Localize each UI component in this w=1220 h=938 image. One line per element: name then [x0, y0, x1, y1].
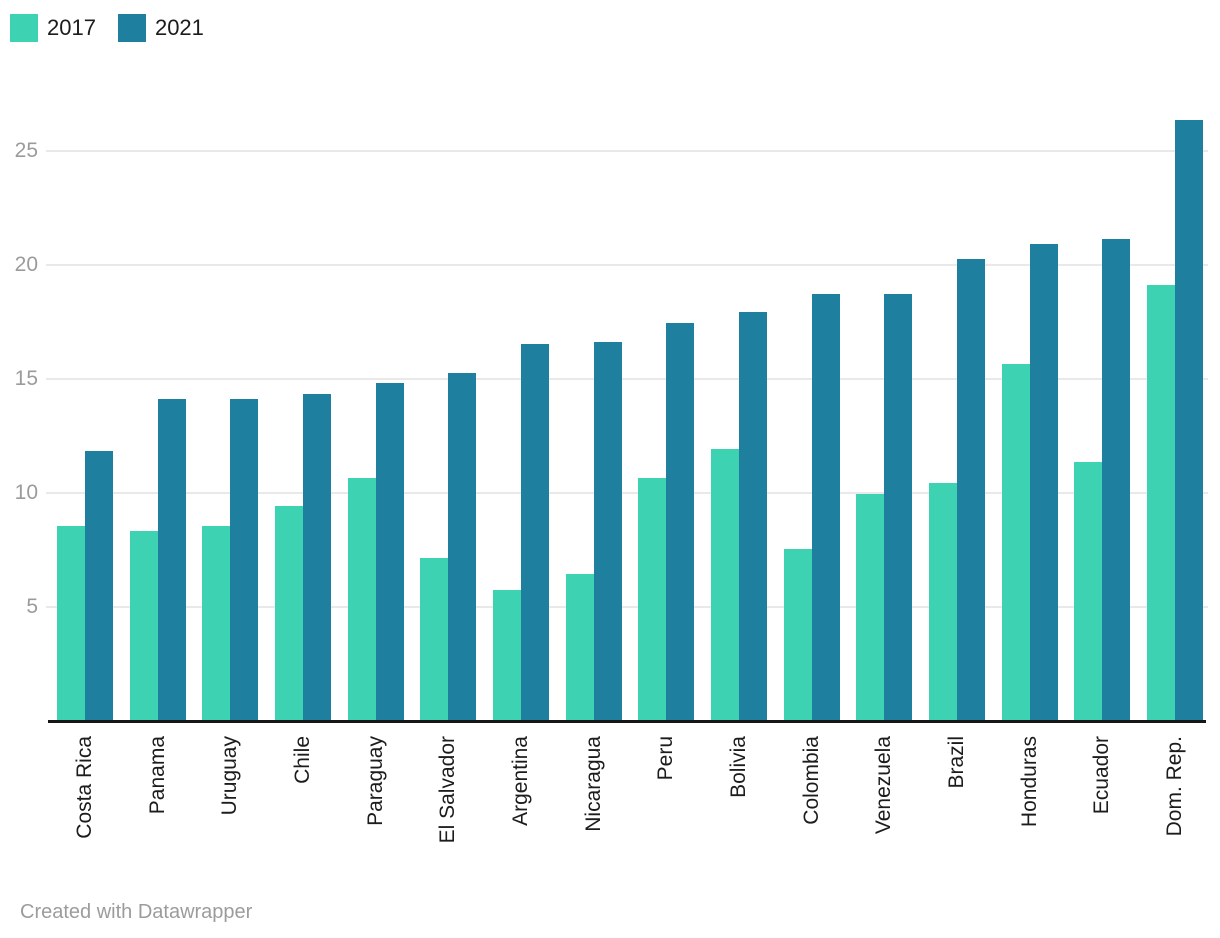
- x-label-text: Panama: [145, 736, 169, 815]
- gridline-15: [46, 378, 1208, 380]
- x-label-chile: Chile: [289, 736, 317, 784]
- x-label-nicaragua: Nicaragua: [580, 736, 608, 832]
- bar-2021-el-salvador: [448, 373, 477, 720]
- bar-2017-ecuador: [1074, 462, 1103, 720]
- bar-2017-paraguay: [347, 478, 376, 720]
- x-label-argentina: Argentina: [507, 736, 535, 826]
- y-tick-label-5: 5: [26, 595, 38, 618]
- bar-2017-brazil: [928, 482, 957, 720]
- bar-2017-argentina: [492, 590, 521, 720]
- x-label-text: Costa Rica: [73, 736, 96, 839]
- x-label-text: Argentina: [508, 736, 532, 826]
- x-label-text: Peru: [654, 736, 678, 781]
- bar-2017-bolivia: [710, 448, 739, 720]
- bar-2021-nicaragua: [593, 341, 622, 720]
- x-label-text: Colombia: [799, 736, 823, 825]
- x-label-costa-rica: Costa Rica: [71, 736, 99, 839]
- x-label-paraguay: Paraguay: [362, 736, 390, 826]
- x-label-uruguay: Uruguay: [216, 736, 244, 815]
- legend-swatch-2017: [10, 14, 38, 42]
- x-label-text: Venezuela: [872, 736, 896, 835]
- x-label-panama: Panama: [144, 736, 172, 814]
- legend: 2017 2021: [10, 13, 226, 43]
- x-label-text: Honduras: [1017, 736, 1041, 828]
- bar-2021-dom-rep: [1174, 120, 1203, 720]
- x-label-el-salvador: El Salvador: [434, 736, 462, 843]
- x-label-text: Ecuador: [1090, 736, 1114, 815]
- y-tick-label-10: 10: [14, 481, 38, 504]
- legend-swatch-2021: [117, 14, 146, 42]
- bar-2017-peru: [638, 478, 667, 720]
- legend-item-2021: 2021: [117, 14, 204, 42]
- bar-2021-paraguay: [375, 382, 404, 720]
- footer-credit: Created with Datawrapper: [20, 901, 253, 923]
- x-label-text: El Salvador: [436, 736, 460, 844]
- bar-2021-argentina: [520, 343, 549, 720]
- bar-2021-peru: [666, 323, 695, 720]
- x-label-text: Brazil: [944, 736, 968, 789]
- bar-2021-bolivia: [738, 311, 767, 720]
- x-label-text: Dom. Rep.: [1162, 736, 1186, 837]
- x-label-text: Uruguay: [218, 736, 242, 816]
- y-tick-label-25: 25: [14, 139, 38, 162]
- bar-2017-chile: [275, 505, 303, 720]
- x-label-honduras: Honduras: [1016, 736, 1044, 827]
- bar-2021-brazil: [956, 259, 985, 720]
- x-label-bolivia: Bolivia: [725, 736, 753, 798]
- bar-2021-venezuela: [884, 293, 913, 720]
- x-label-text: Paraguay: [363, 736, 387, 826]
- x-label-peru: Peru: [652, 736, 680, 780]
- x-label-text: Nicaragua: [581, 736, 605, 832]
- y-tick-label-15: 15: [14, 367, 38, 390]
- bar-2017-dom-rep: [1146, 284, 1175, 720]
- x-label-venezuela: Venezuela: [870, 736, 898, 834]
- x-label-text: Chile: [291, 736, 314, 784]
- bar-2017-panama: [129, 530, 158, 720]
- x-label-ecuador: Ecuador: [1088, 736, 1116, 814]
- gridline-5: [46, 606, 1208, 608]
- bar-2021-colombia: [811, 293, 840, 720]
- x-label-text: Bolivia: [726, 736, 750, 798]
- bar-2017-nicaragua: [565, 574, 594, 720]
- bar-2021-ecuador: [1102, 238, 1131, 720]
- gridline-25: [46, 150, 1208, 152]
- bar-2021-chile: [303, 394, 331, 720]
- bar-2017-el-salvador: [420, 558, 449, 720]
- bar-2017-uruguay: [202, 526, 231, 720]
- bar-2017-costa-rica: [57, 526, 85, 720]
- x-axis-line: [48, 720, 1206, 723]
- legend-label: 2021: [154, 15, 204, 40]
- legend-item-2017: 2017: [10, 14, 96, 42]
- bar-2021-uruguay: [230, 398, 259, 720]
- legend-label: 2017: [47, 15, 96, 40]
- x-label-brazil: Brazil: [943, 736, 971, 789]
- x-label-dom-rep: Dom. Rep.: [1161, 736, 1189, 836]
- x-label-colombia: Colombia: [798, 736, 826, 825]
- bar-2017-colombia: [783, 549, 812, 720]
- gridline-10: [46, 492, 1208, 494]
- gridline-20: [46, 264, 1208, 266]
- bar-2021-honduras: [1029, 243, 1058, 720]
- bar-2017-venezuela: [856, 494, 885, 720]
- bar-2017-honduras: [1001, 364, 1030, 720]
- bar-2021-panama: [157, 398, 186, 720]
- bar-2021-costa-rica: [85, 451, 113, 720]
- y-tick-label-20: 20: [14, 253, 38, 276]
